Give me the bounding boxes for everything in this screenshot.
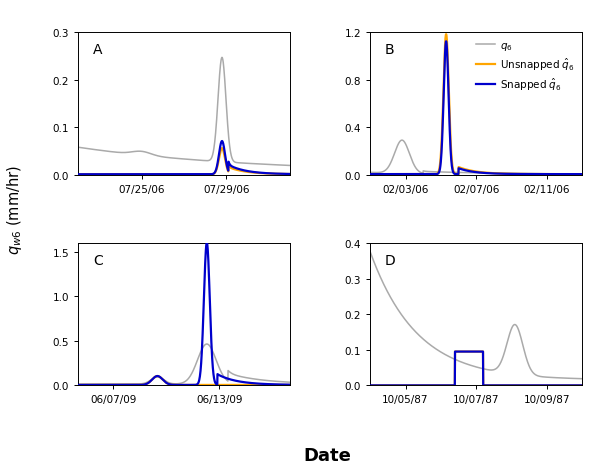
- Text: $q_{w6}$ (mm/hr): $q_{w6}$ (mm/hr): [5, 165, 25, 254]
- Text: C: C: [93, 253, 103, 268]
- Legend: $q_6$, Unsnapped $\hat{q}_6$, Snapped $\hat{q}_6$: $q_6$, Unsnapped $\hat{q}_6$, Snapped $\…: [474, 39, 577, 94]
- Text: A: A: [93, 43, 103, 57]
- Text: D: D: [385, 253, 396, 268]
- Text: B: B: [385, 43, 395, 57]
- Text: Date: Date: [303, 446, 351, 464]
